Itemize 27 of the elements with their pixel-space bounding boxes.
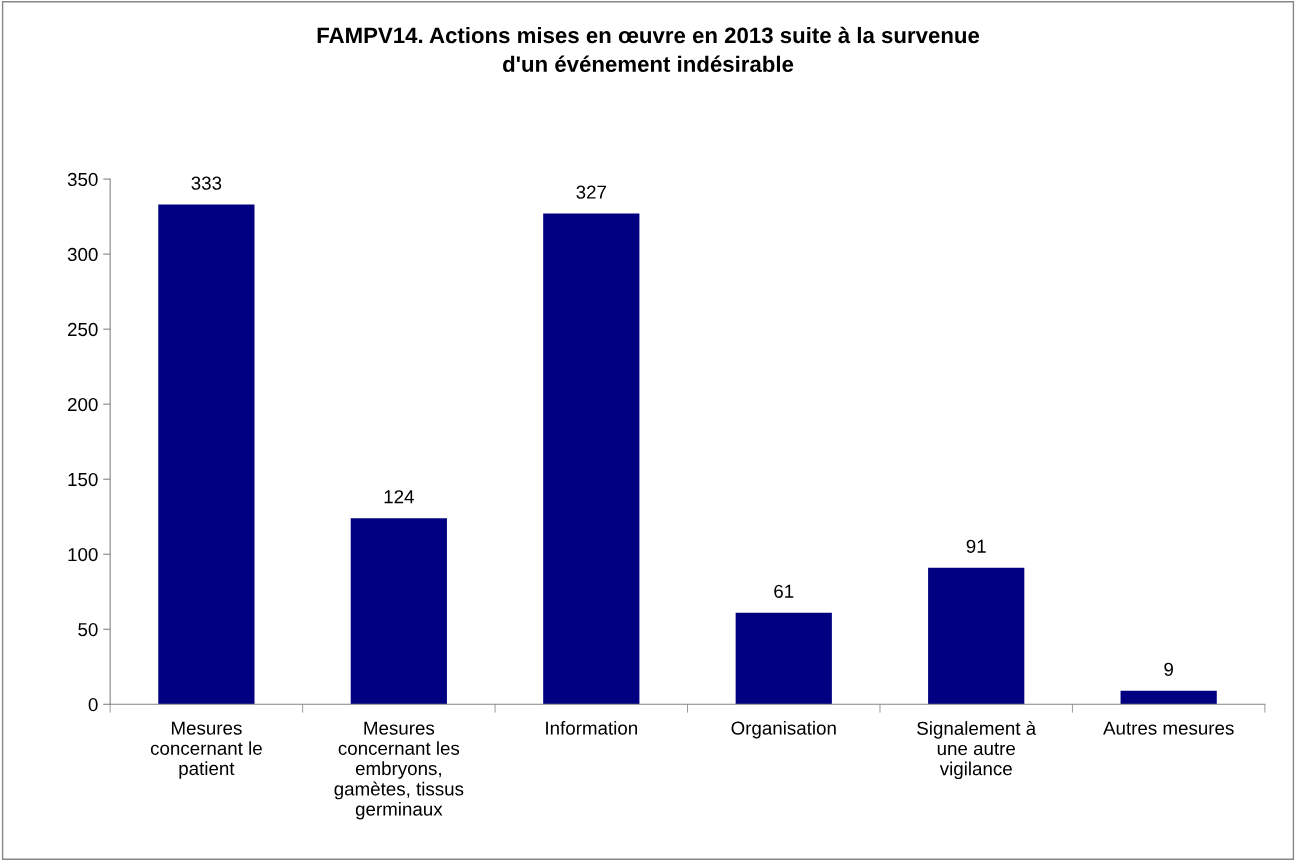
x-tick-label: Autres mesures (1103, 721, 1234, 735)
y-tick-label: 200 (68, 397, 98, 412)
x-tick-label: Signalement à une autre vigilance (917, 720, 1037, 780)
x-tick-label: Organisation (731, 720, 836, 739)
y-tick-label: 50 (78, 622, 98, 637)
bar (928, 567, 1025, 705)
x-tick-label: Mesures concernant le patient (150, 721, 262, 779)
data-label: 327 (576, 185, 606, 199)
y-tick-label: 350 (67, 172, 98, 187)
y-tick-label: 250 (68, 322, 98, 337)
data-label: 124 (384, 490, 414, 504)
data-label: 9 (1164, 662, 1173, 676)
data-label: 61 (774, 584, 794, 598)
x-tick-label: Mesures concernant les embryons, gamètes, tissus germinaux (334, 721, 464, 820)
bar (158, 204, 255, 705)
chart-title: FAMPV14. Actions mises en œuvre en 2013 suite à la survenue d'un événement indésirable (317, 26, 980, 73)
bar (543, 213, 640, 705)
bar (350, 518, 447, 705)
y-tick-label: 150 (68, 472, 98, 487)
bar (735, 612, 832, 705)
bar (1120, 690, 1217, 705)
data-label: 333 (191, 176, 222, 190)
y-tick-label: 300 (67, 247, 98, 262)
y-tick-label: 0 (88, 698, 98, 712)
x-tick-label: Information (546, 720, 637, 735)
data-label: 91 (966, 539, 986, 553)
y-tick-label: 100 (68, 547, 98, 562)
